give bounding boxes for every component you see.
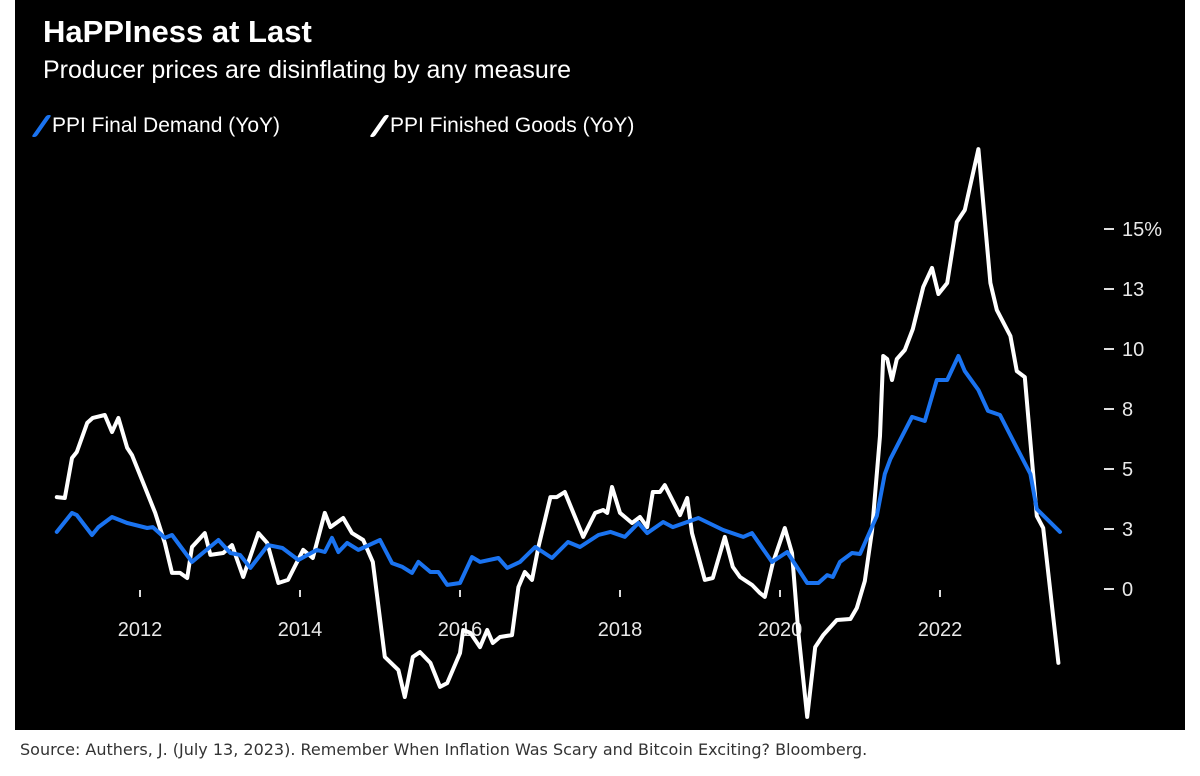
chart-title: HaPPIness at Last: [43, 14, 312, 49]
x-tick-label: 2022: [918, 619, 963, 641]
y-tick-label: 15%: [1122, 219, 1162, 241]
series-line-ppi-final-demand: [54, 354, 1062, 587]
x-tick-label: 2012: [118, 619, 163, 641]
legend-item-finished-goods: PPI Finished Goods (YoY): [369, 114, 635, 138]
chart-subtitle: Producer prices are disinflating by any …: [43, 56, 572, 84]
series-line-ppi-finished-goods: [54, 147, 1061, 719]
y-tick-label: 13: [1122, 279, 1144, 301]
y-tick-label: 10: [1122, 339, 1144, 361]
y-tick-label: 8: [1122, 399, 1133, 421]
chart-panel: HaPPIness at Last Producer prices are di…: [15, 0, 1185, 730]
x-tick-label: 2020: [758, 619, 803, 641]
source-citation: Source: Authers, J. (July 13, 2023). Rem…: [20, 740, 868, 759]
legend-item-final-demand: PPI Final Demand (YoY): [31, 114, 280, 138]
legend-label: PPI Final Demand (YoY): [52, 114, 280, 137]
y-tick-label: 3: [1122, 519, 1133, 541]
x-tick-label: 2014: [278, 619, 323, 641]
y-tick-label: 5: [1122, 459, 1133, 481]
legend-label: PPI Finished Goods (YoY): [390, 114, 635, 137]
y-tick-label: 0: [1122, 579, 1133, 601]
x-tick-label: 2018: [598, 619, 643, 641]
